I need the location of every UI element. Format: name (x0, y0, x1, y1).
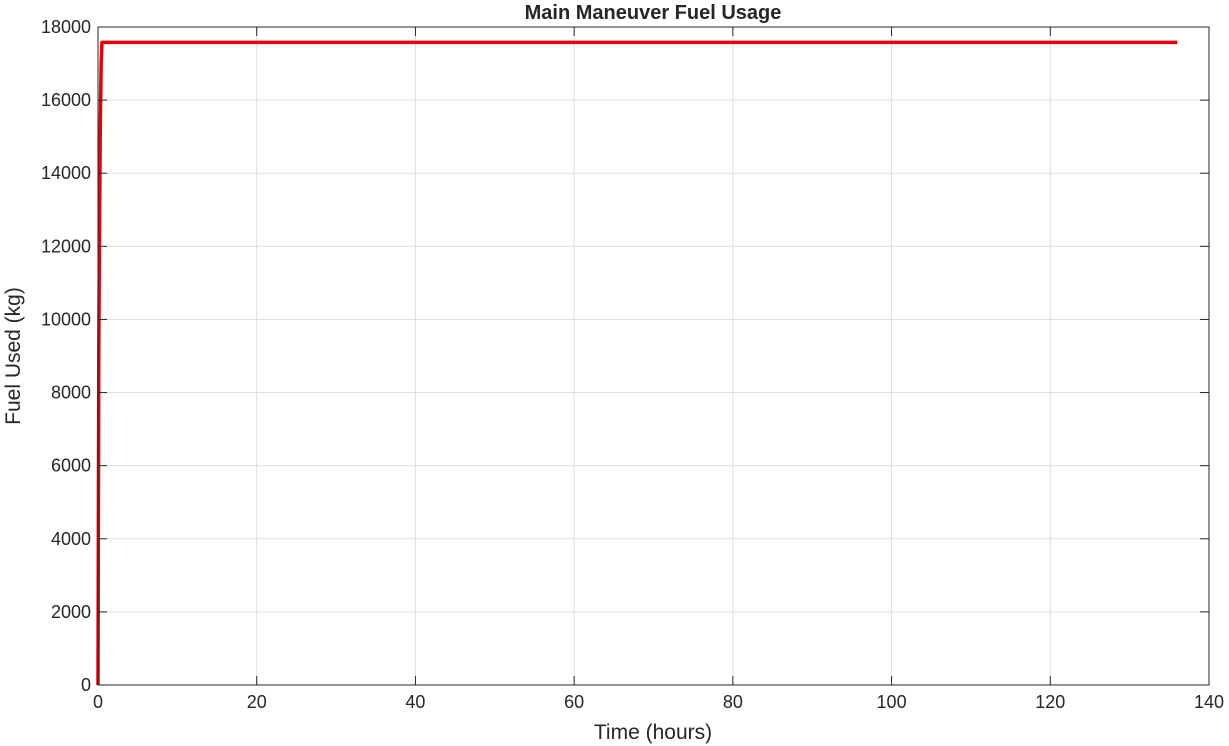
y-tick-label: 4000 (51, 529, 91, 549)
x-tick-label: 140 (1194, 692, 1224, 712)
x-tick-label: 0 (93, 692, 103, 712)
grid-lines (98, 27, 1209, 685)
y-tick-label: 10000 (41, 309, 91, 329)
x-tick-label: 20 (247, 692, 267, 712)
tick-marks (97, 26, 1210, 686)
y-tick-label: 6000 (51, 456, 91, 476)
y-tick-label: 8000 (51, 383, 91, 403)
y-tick-label: 16000 (41, 90, 91, 110)
axes-box (97, 26, 1210, 686)
y-tick-label: 14000 (41, 163, 91, 183)
x-tick-label: 120 (1035, 692, 1065, 712)
x-tick-labels: 0 20 40 60 80 100 120 140 (93, 692, 1224, 712)
x-tick-label: 80 (723, 692, 743, 712)
y-tick-label: 0 (81, 675, 91, 695)
x-tick-label: 60 (564, 692, 584, 712)
x-axis-label: Time (hours) (594, 721, 712, 744)
y-axis-label: Fuel Used (kg) (2, 287, 25, 425)
y-tick-label: 18000 (41, 17, 91, 37)
series-layer (96, 40, 1178, 686)
y-tick-label: 2000 (51, 602, 91, 622)
y-tick-labels: 0 2000 4000 6000 8000 10000 12000 14000 16000 180… (41, 17, 91, 695)
chart-title: Main Maneuver Fuel Usage (525, 2, 782, 24)
fuel-used-series-line (96, 40, 1178, 686)
x-tick-label: 40 (405, 692, 425, 712)
x-tick-label: 100 (877, 692, 907, 712)
y-tick-label: 12000 (41, 236, 91, 256)
